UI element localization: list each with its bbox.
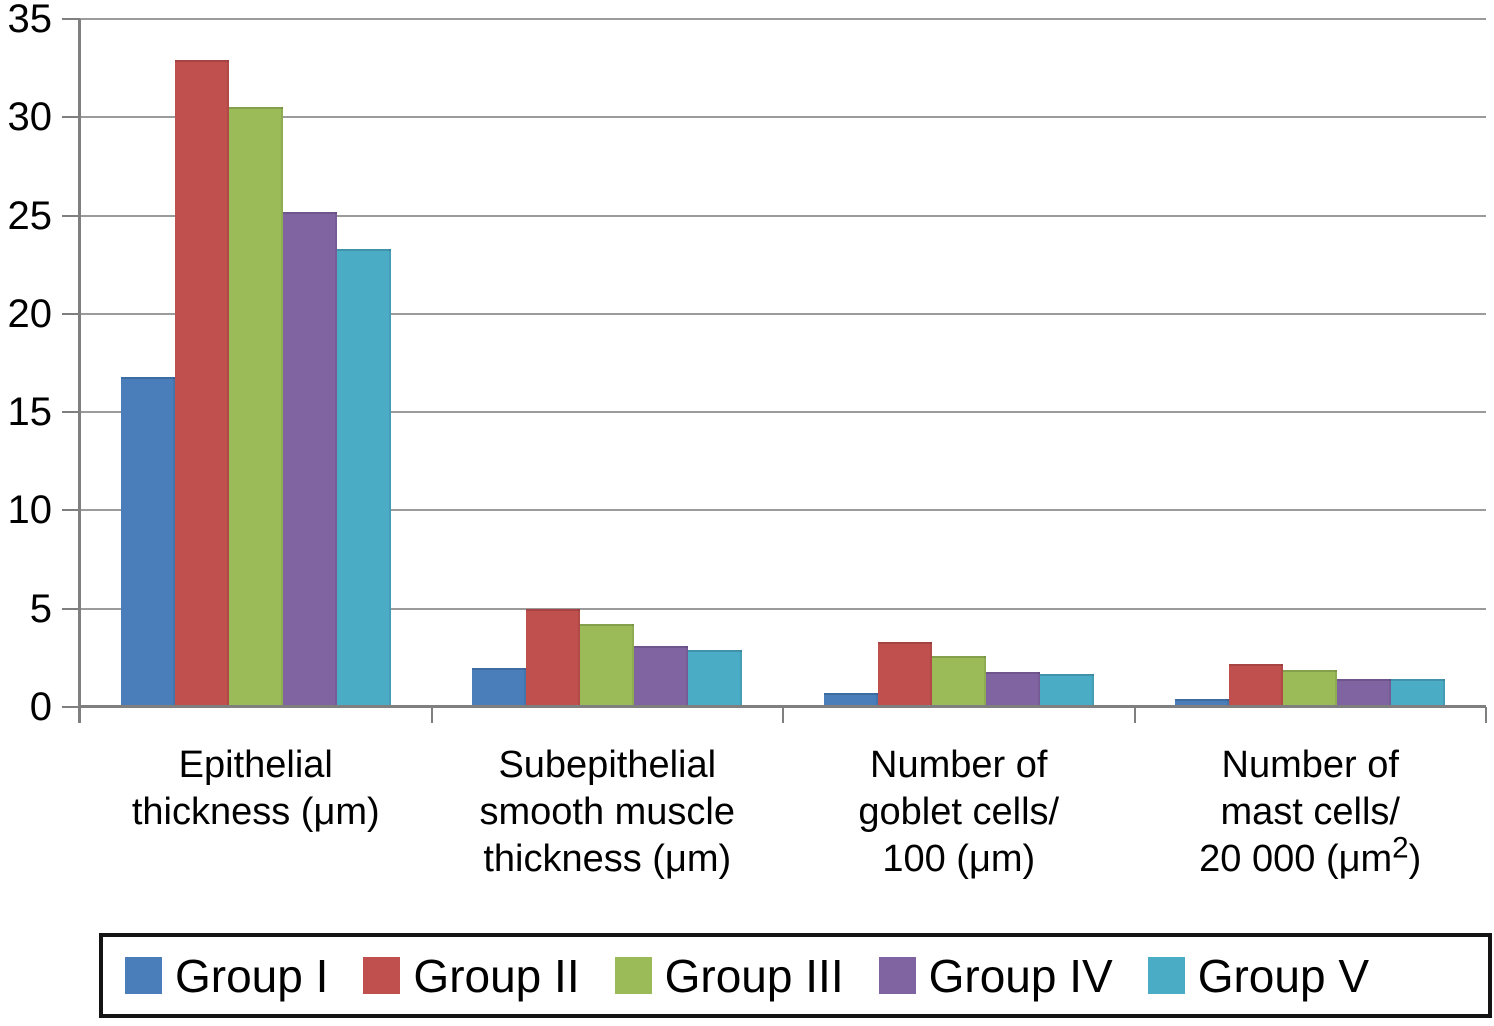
legend-swatch-icon — [1147, 957, 1185, 994]
y-axis-label: 35 — [7, 0, 53, 41]
x-axis-category-label: Number of goblet cells/100 (μm) — [858, 744, 1060, 880]
legend-item-group-v: Group V — [1147, 949, 1369, 1002]
bar-group-iv-cat2 — [634, 646, 689, 707]
bar-group-v-cat3 — [1039, 673, 1094, 707]
y-axis-tick — [62, 509, 80, 512]
y-axis-line — [78, 19, 81, 723]
x-axis-category-label: Number of mast cells/20 000 (μm2) — [1199, 744, 1422, 880]
y-axis-label: 30 — [7, 95, 53, 140]
y-axis-tick — [62, 706, 80, 708]
x-axis-tick — [1133, 707, 1136, 723]
bar-group-v-cat1 — [336, 248, 391, 707]
bar-group-ii-cat1 — [174, 60, 229, 707]
bar-group-iv-cat3 — [985, 671, 1040, 707]
y-axis-tick — [62, 312, 80, 315]
x-axis-tick — [782, 707, 784, 723]
bar-group-iii-cat3 — [931, 655, 986, 707]
bar-group-ii-cat3 — [877, 642, 932, 707]
x-axis-category-label: Subepithelial smooth muscle thickness (μm) — [479, 744, 736, 880]
gridline — [80, 509, 1486, 512]
y-axis-tick — [62, 411, 80, 414]
bar-group-i-cat3 — [823, 693, 878, 707]
x-axis-tick — [430, 707, 433, 723]
x-axis-category-label: Epithelial thickness (μm) — [131, 744, 380, 833]
y-axis-label: 10 — [7, 488, 53, 533]
y-axis-label: 5 — [29, 586, 52, 631]
y-axis-tick — [62, 214, 80, 217]
legend-label: Group V — [1197, 949, 1369, 1002]
y-axis-label: 20 — [7, 291, 53, 336]
bar-group-v-cat4 — [1391, 679, 1446, 707]
x-axis-tick — [79, 707, 81, 723]
y-axis-tick — [62, 18, 80, 20]
bar-group-iv-cat1 — [282, 211, 337, 707]
bar-group-ii-cat2 — [526, 608, 581, 707]
legend-item-group-iv: Group IV — [878, 949, 1113, 1002]
bar-group-v-cat2 — [688, 649, 743, 707]
gridline — [80, 116, 1486, 119]
y-axis-tick — [62, 607, 80, 610]
legend: Group I Group II Group III Group IV Group V — [99, 933, 1492, 1018]
bar-group-iii-cat4 — [1283, 669, 1338, 707]
gridline — [80, 607, 1486, 610]
bar-group-i-cat4 — [1175, 699, 1230, 707]
legend-item-group-i: Group I — [125, 953, 328, 999]
y-axis-label: 15 — [7, 390, 53, 435]
bar-group-iii-cat2 — [580, 624, 635, 707]
y-axis-tick — [62, 116, 80, 119]
x-axis-line — [78, 705, 1486, 708]
legend-label: Group I — [175, 949, 329, 1002]
gridline — [80, 18, 1486, 20]
legend-swatch-icon — [125, 957, 162, 994]
gridline — [80, 214, 1486, 217]
gridline — [80, 411, 1486, 414]
y-axis-label: 25 — [7, 193, 53, 238]
bar-group-i-cat1 — [120, 376, 175, 707]
x-axis-tick — [1485, 707, 1487, 723]
bar-group-iv-cat4 — [1337, 679, 1392, 707]
legend-label: Group IV — [928, 949, 1113, 1002]
bar-group-ii-cat4 — [1229, 663, 1284, 707]
legend-swatch-icon — [363, 957, 401, 994]
gridline — [80, 312, 1486, 315]
legend-swatch-icon — [614, 957, 652, 994]
bar-group-iii-cat1 — [228, 107, 283, 707]
legend-swatch-icon — [878, 957, 916, 994]
legend-item-group-ii: Group II — [363, 949, 580, 1002]
legend-label: Group II — [413, 949, 580, 1002]
y-axis-label: 0 — [29, 685, 52, 729]
legend-label: Group III — [664, 949, 844, 1002]
legend-item-group-iii: Group III — [614, 949, 844, 1002]
bar-group-i-cat2 — [472, 667, 527, 707]
